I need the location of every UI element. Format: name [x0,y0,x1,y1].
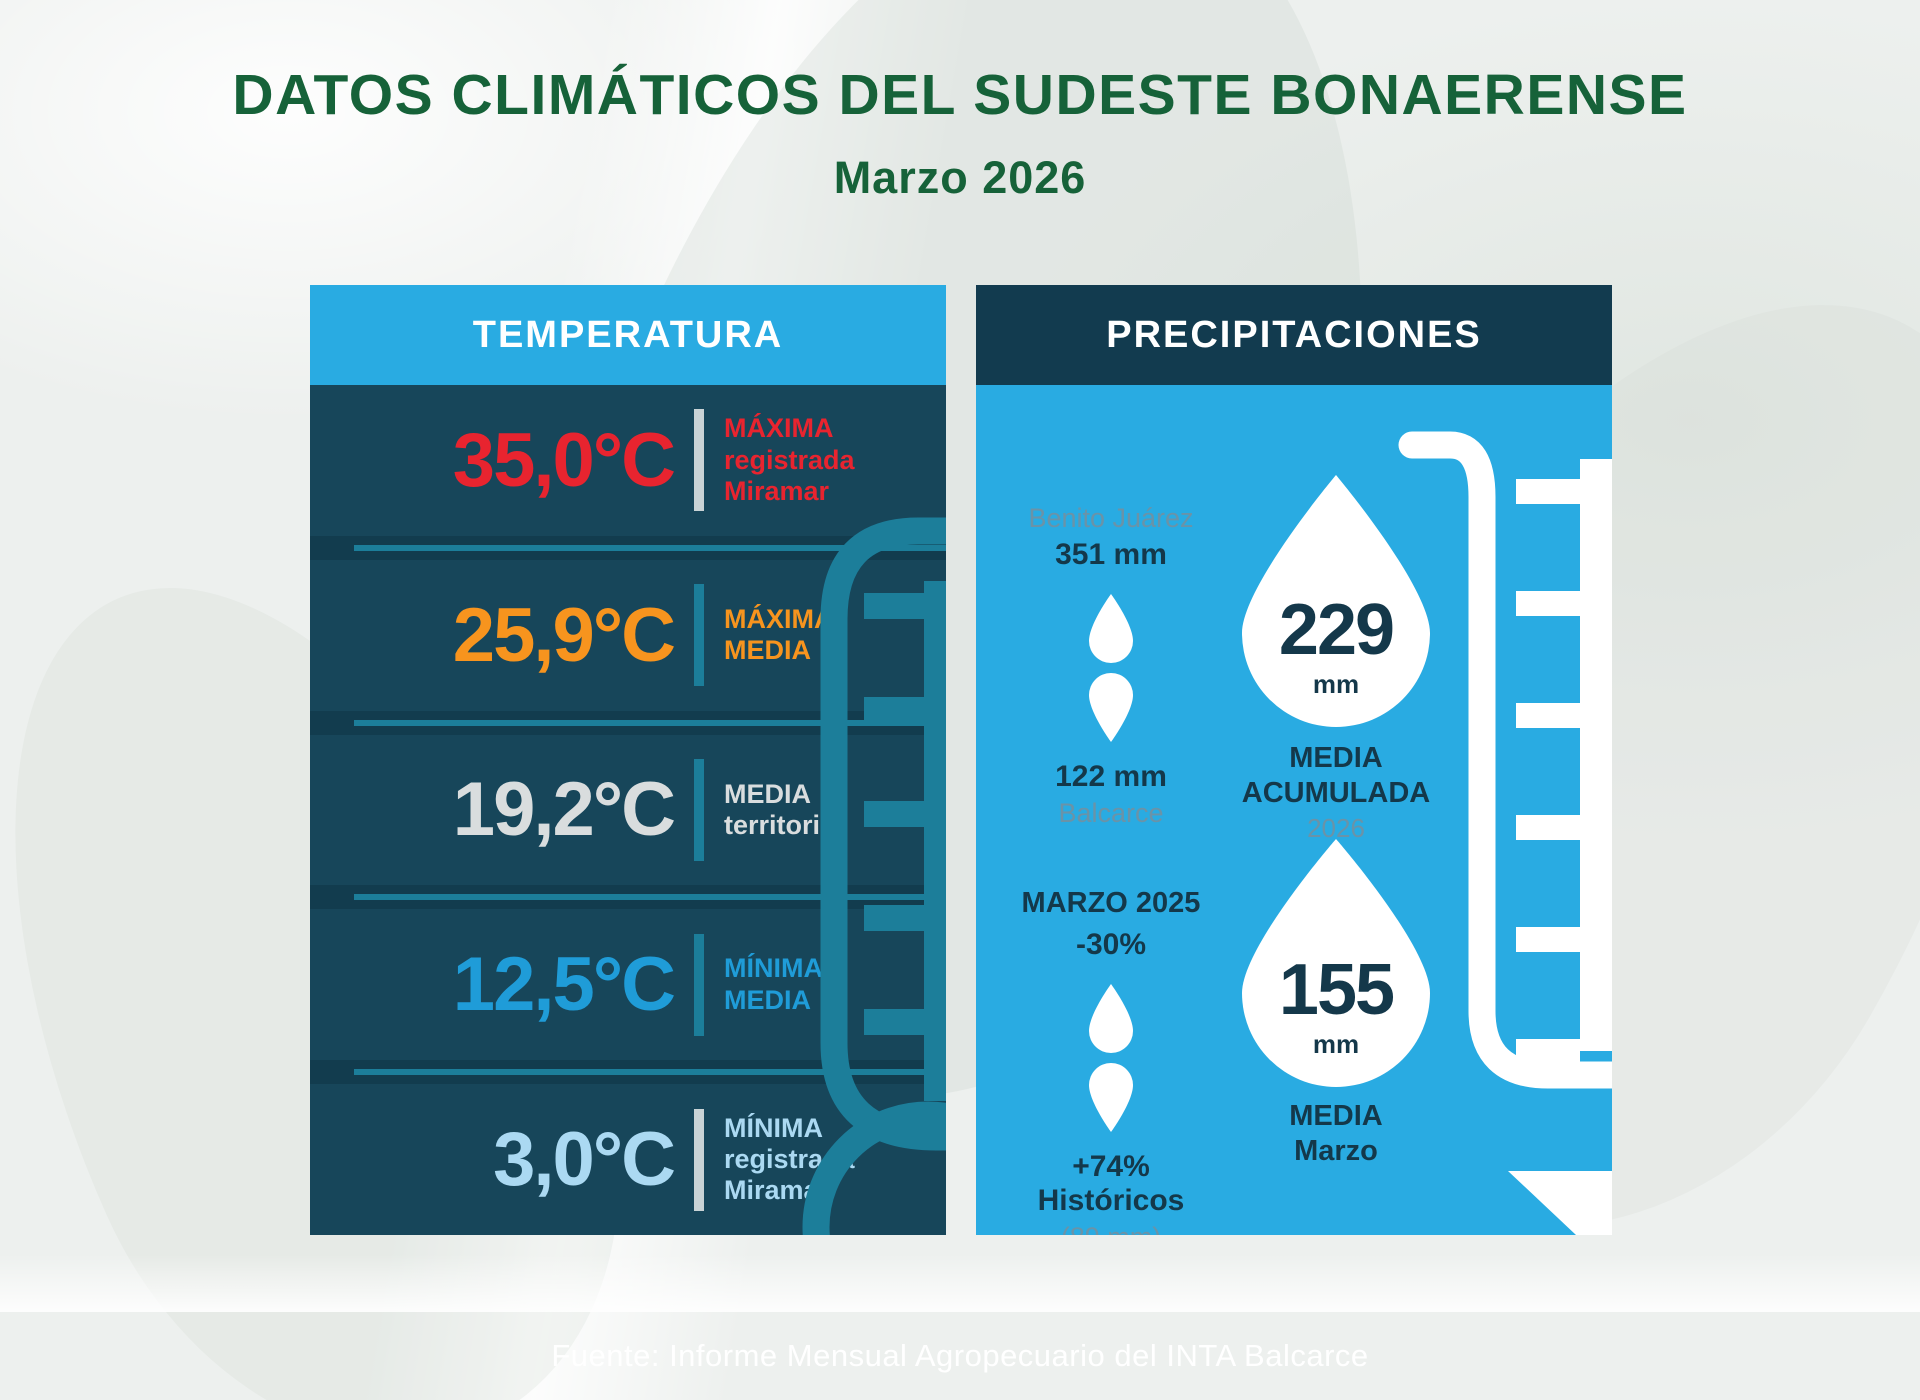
footer-fade [0,1254,1920,1312]
accumulated-value: 229 [1278,590,1395,670]
page-subtitle: Marzo 2026 [833,152,1087,203]
drop-up-icon [1089,984,1133,1053]
station-comparison-column: Benito Juárez 351 mm 122 mm Balcarce MAR… [994,503,1228,1235]
station-bottom-name: Balcarce [1058,798,1164,828]
temperature-value: 19,2°C [452,767,676,853]
temperature-header: TEMPERATURA [310,285,946,385]
comparison-title: MARZO 2025 [1021,887,1201,919]
temperature-label: MÍNIMA MEDIA [724,953,823,1015]
temperature-value: 3,0°C [493,1117,676,1203]
precipitation-panel: PRECIPITACIONES Benito Juárez 351 mm [976,285,1612,1235]
comparison-top-value: -30% [1075,928,1147,961]
monthly-value: 155 [1278,950,1395,1030]
monthly-mean-block: 155 mm MEDIA Marzo [1214,837,1458,1169]
separator-bar [694,1108,704,1211]
accumulated-year: 2026 [1307,812,1365,843]
raindrop-shape [1242,475,1430,727]
temperature-value: 25,9°C [452,592,676,678]
temperature-label: MÁXIMA registrada Miramar [724,413,855,507]
temperature-row-max-registered: 35,0°C MÁXIMA registrada Miramar [310,385,946,536]
accumulated-unit: mm [1312,669,1360,699]
separator-bar [694,584,704,687]
drop-up-down-icon [1089,594,1133,742]
precipitation-body: Benito Juárez 351 mm 122 mm Balcarce MAR… [976,385,1612,1235]
comparison-bottom-label: Históricos [1037,1184,1185,1217]
station-bottom-value: 122 mm [1055,760,1167,793]
comparison-bottom-note: (89 mm) [994,1222,1228,1235]
thermometer-icon [802,517,946,1235]
comparison-bottom-value: +74% [1072,1150,1150,1183]
monthly-unit: mm [1312,1029,1360,1059]
temperature-label: MEDIA territorio [724,778,837,840]
accumulated-mean-block: 229 mm MEDIA ACUMULADA 2026 [1214,473,1458,844]
temperature-value: 35,0°C [452,417,676,503]
source-footer: Fuente: Informe Mensual Agropecuario del… [0,1312,1920,1400]
raindrop-icon: 229 mm [1228,473,1444,731]
temperature-value: 12,5°C [452,942,676,1028]
drop-up-icon [1089,594,1133,663]
monthly-label: MEDIA Marzo [1289,1100,1383,1167]
temperature-panel: TEMPERATURA 35,0°C MÁXIMA registrada Mir… [310,285,946,1235]
temperature-body: 35,0°C MÁXIMA registrada Miramar 25,9°C … [310,385,946,1235]
raindrop-shape [1242,839,1430,1087]
drop-down-icon [1089,1063,1133,1132]
accumulated-label: MEDIA ACUMULADA [1241,742,1431,809]
separator-bar [694,758,704,861]
temperature-label: MÁXIMA MEDIA [724,603,834,666]
station-top-name: Benito Juárez [1028,503,1194,533]
rain-gauge-icon [1398,431,1612,1235]
raindrop-icon: 155 mm [1228,837,1444,1089]
station-top-value: 351 mm [1055,538,1167,571]
source-text: Fuente: Informe Mensual Agropecuario del… [551,1338,1369,1373]
drop-down-icon [1089,673,1133,742]
precipitation-header: PRECIPITACIONES [976,285,1612,385]
page-title: DATOS CLIMÁTICOS DEL SUDESTE BONAERENSE [232,63,1688,127]
separator-bar [694,933,704,1036]
separator-bar [694,409,704,512]
drop-up-down-icon [1089,984,1133,1132]
